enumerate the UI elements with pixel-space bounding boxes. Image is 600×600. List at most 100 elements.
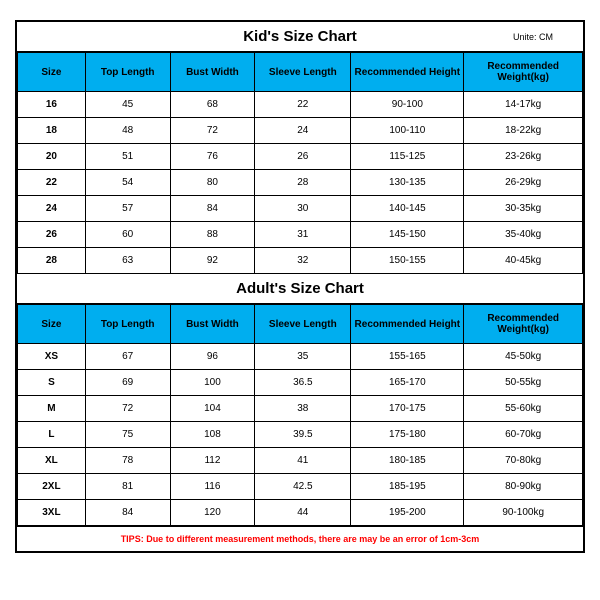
col-sleeve-length: Sleeve Length — [255, 53, 351, 92]
table-row: M7210438170-17555-60kg — [18, 396, 583, 422]
col-rec-height: Recommended Height — [351, 53, 464, 92]
table-cell: 108 — [170, 422, 255, 448]
table-cell: 67 — [85, 344, 170, 370]
table-row: 24578430140-14530-35kg — [18, 196, 583, 222]
table-row: 18487224100-11018-22kg — [18, 118, 583, 144]
kids-tbody: 1645682290-10014-17kg18487224100-11018-2… — [18, 92, 583, 274]
adults-table: Size Top Length Bust Width Sleeve Length… — [17, 304, 583, 526]
table-cell: 185-195 — [351, 474, 464, 500]
table-cell: 41 — [255, 448, 351, 474]
table-cell: 2XL — [18, 474, 86, 500]
col-bust-width: Bust Width — [170, 53, 255, 92]
table-cell: XS — [18, 344, 86, 370]
table-cell: 60-70kg — [464, 422, 583, 448]
table-cell: 63 — [85, 248, 170, 274]
table-cell: 84 — [85, 500, 170, 526]
table-cell: 60 — [85, 222, 170, 248]
table-row: 26608831145-15035-40kg — [18, 222, 583, 248]
col-top-length: Top Length — [85, 53, 170, 92]
table-cell: 18-22kg — [464, 118, 583, 144]
table-cell: 36.5 — [255, 370, 351, 396]
kids-header-row: Size Top Length Bust Width Sleeve Length… — [18, 53, 583, 92]
table-cell: 50-55kg — [464, 370, 583, 396]
table-cell: 38 — [255, 396, 351, 422]
table-cell: 84 — [170, 196, 255, 222]
table-cell: 90-100 — [351, 92, 464, 118]
table-cell: 81 — [85, 474, 170, 500]
tips-text: TIPS: Due to different measurement metho… — [17, 526, 583, 551]
table-cell: 22 — [18, 170, 86, 196]
table-cell: 80-90kg — [464, 474, 583, 500]
table-cell: 100-110 — [351, 118, 464, 144]
table-cell: 120 — [170, 500, 255, 526]
table-cell: 30-35kg — [464, 196, 583, 222]
table-cell: 170-175 — [351, 396, 464, 422]
table-cell: 150-155 — [351, 248, 464, 274]
table-cell: 44 — [255, 500, 351, 526]
table-cell: 31 — [255, 222, 351, 248]
table-cell: 30 — [255, 196, 351, 222]
table-row: 28639232150-15540-45kg — [18, 248, 583, 274]
table-row: XS679635155-16545-50kg — [18, 344, 583, 370]
table-cell: XL — [18, 448, 86, 474]
table-cell: 69 — [85, 370, 170, 396]
table-cell: 165-170 — [351, 370, 464, 396]
col-sleeve-length: Sleeve Length — [255, 305, 351, 344]
table-cell: 22 — [255, 92, 351, 118]
table-cell: 55-60kg — [464, 396, 583, 422]
unit-label: Unite: CM — [513, 32, 553, 42]
table-cell: 24 — [255, 118, 351, 144]
table-cell: 35 — [255, 344, 351, 370]
table-cell: 92 — [170, 248, 255, 274]
table-cell: 115-125 — [351, 144, 464, 170]
table-cell: 75 — [85, 422, 170, 448]
kids-title: Kid's Size Chart — [243, 28, 357, 45]
adults-tbody: XS679635155-16545-50kgS6910036.5165-1705… — [18, 344, 583, 526]
table-cell: 175-180 — [351, 422, 464, 448]
table-cell: 76 — [170, 144, 255, 170]
table-row: L7510839.5175-18060-70kg — [18, 422, 583, 448]
table-cell: 195-200 — [351, 500, 464, 526]
table-cell: 28 — [18, 248, 86, 274]
kids-title-row: Kid's Size Chart Unite: CM — [17, 22, 583, 52]
table-cell: 90-100kg — [464, 500, 583, 526]
table-cell: 26 — [18, 222, 86, 248]
table-cell: 20 — [18, 144, 86, 170]
table-cell: 100 — [170, 370, 255, 396]
table-row: 22548028130-13526-29kg — [18, 170, 583, 196]
table-cell: 26-29kg — [464, 170, 583, 196]
table-cell: 54 — [85, 170, 170, 196]
table-row: S6910036.5165-17050-55kg — [18, 370, 583, 396]
table-cell: 16 — [18, 92, 86, 118]
table-cell: 28 — [255, 170, 351, 196]
table-cell: S — [18, 370, 86, 396]
table-cell: L — [18, 422, 86, 448]
table-cell: 57 — [85, 196, 170, 222]
table-cell: 18 — [18, 118, 86, 144]
table-row: XL7811241180-18570-80kg — [18, 448, 583, 474]
col-size: Size — [18, 305, 86, 344]
table-row: 1645682290-10014-17kg — [18, 92, 583, 118]
table-cell: 68 — [170, 92, 255, 118]
table-cell: 80 — [170, 170, 255, 196]
table-cell: 14-17kg — [464, 92, 583, 118]
table-cell: 26 — [255, 144, 351, 170]
col-size: Size — [18, 53, 86, 92]
table-row: 3XL8412044195-20090-100kg — [18, 500, 583, 526]
table-cell: 78 — [85, 448, 170, 474]
table-cell: 3XL — [18, 500, 86, 526]
table-row: 20517626115-12523-26kg — [18, 144, 583, 170]
table-cell: 39.5 — [255, 422, 351, 448]
table-cell: 88 — [170, 222, 255, 248]
table-cell: 72 — [85, 396, 170, 422]
table-cell: 35-40kg — [464, 222, 583, 248]
table-cell: 23-26kg — [464, 144, 583, 170]
table-cell: 24 — [18, 196, 86, 222]
table-cell: 72 — [170, 118, 255, 144]
table-cell: 40-45kg — [464, 248, 583, 274]
adults-title: Adult's Size Chart — [236, 280, 364, 297]
col-bust-width: Bust Width — [170, 305, 255, 344]
col-rec-weight: Recommended Weight(kg) — [464, 53, 583, 92]
table-cell: 96 — [170, 344, 255, 370]
size-chart-container: Kid's Size Chart Unite: CM Size Top Leng… — [15, 20, 585, 553]
